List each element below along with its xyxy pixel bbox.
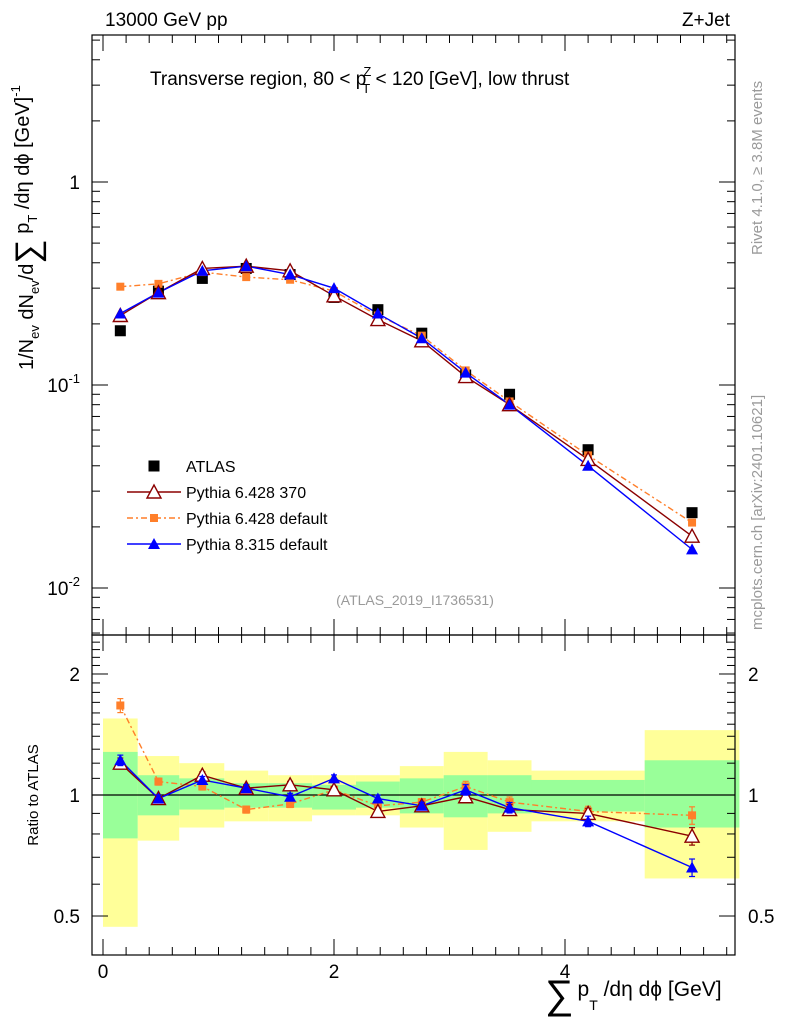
legend-marker — [148, 538, 160, 549]
ratio-ytick-label-left: 2 — [69, 665, 80, 686]
mcplots-label: mcplots.cern.ch [arXiv:2401.10621] — [749, 395, 766, 630]
region-title-prefix: Transverse region, 80 < p — [150, 69, 366, 90]
x-axis-label: ∑ pT /dη dϕ [GeV] — [545, 973, 722, 1017]
ratio-point — [152, 792, 165, 804]
main-series-layer — [112, 257, 701, 555]
ratio-ytick-label-left: 0.5 — [54, 907, 80, 928]
energy-label: 13000 GeV pp — [105, 10, 228, 31]
atlas-point — [114, 325, 126, 337]
series-point — [325, 287, 343, 303]
main-ytick-labels: 10-2 10-1 1 — [47, 173, 80, 600]
ratio-point — [196, 773, 209, 785]
rivet-label: Rivet 4.1.0, ≥ 3.8M events — [749, 81, 766, 255]
region-title: Transverse region, 80 < pZ T < 120 [GeV],… — [150, 64, 570, 96]
main-y-ticks — [92, 35, 735, 635]
series-point — [154, 279, 163, 288]
series-point — [582, 459, 595, 471]
ratio-point — [582, 815, 595, 827]
main-panel — [91, 34, 736, 636]
ratio-series-line — [119, 759, 693, 869]
series-point — [116, 282, 125, 291]
ratio-point — [457, 788, 474, 804]
series-point — [371, 307, 384, 319]
process-label: Z+Jet — [682, 10, 731, 31]
ratio-ytick-label-right: 1 — [748, 786, 759, 807]
legend-label: Pythia 6.428 370 — [186, 485, 306, 502]
series-point — [152, 286, 165, 298]
ratio-ylabel: Ratio to ATLAS — [25, 744, 42, 845]
ratio-ytick-label-right: 0.5 — [748, 907, 774, 928]
atlas-point — [196, 272, 208, 284]
ratio-point — [154, 777, 163, 786]
ratio-point — [198, 782, 207, 791]
ratio-bands — [92, 718, 740, 927]
ratio-point — [503, 801, 516, 813]
ratio-point — [240, 782, 253, 794]
series-point — [242, 273, 251, 282]
main-ylabel: 1/Nev dNev/d∑ pT /dη dϕ [GeV]-1 — [8, 85, 47, 370]
series-line — [119, 265, 693, 537]
atlas-point — [504, 388, 516, 400]
series-point — [196, 264, 209, 276]
ratio-panel — [91, 634, 740, 956]
ratio-point — [328, 772, 340, 784]
series-line — [119, 265, 693, 550]
ratio-point — [415, 799, 428, 811]
ratio-ytick-label-right: 2 — [748, 665, 759, 686]
legend: ATLAS Pythia 6.428 370 Pythia 6.428 defaul… — [127, 459, 328, 554]
analysis-id: (ATLAS_2019_I1736531) — [336, 592, 494, 608]
ratio-point — [116, 701, 125, 710]
legend-marker — [150, 514, 158, 522]
x-tick-label: 2 — [329, 962, 340, 983]
series-point — [286, 275, 295, 284]
ratio-point — [114, 754, 127, 766]
series-point — [459, 366, 472, 378]
series-point — [415, 332, 428, 344]
ratio-series-layer — [112, 698, 701, 878]
series-point — [686, 543, 699, 555]
ratio-point — [369, 802, 387, 819]
main-ytick-label: 10-2 — [47, 574, 80, 600]
atlas-point — [582, 444, 594, 456]
legend-label: ATLAS — [186, 459, 236, 476]
ratio-point — [284, 790, 297, 802]
series-point — [688, 518, 697, 527]
ratio-point — [242, 805, 251, 814]
ratio-point — [459, 783, 472, 795]
atlas-point — [686, 507, 698, 519]
series-point — [284, 268, 297, 280]
ratio-point — [371, 792, 384, 804]
series-point — [240, 260, 253, 272]
x-tick-label: 4 — [560, 962, 571, 983]
x-tick-labels: 0 2 4 — [98, 962, 571, 983]
series-line — [120, 271, 693, 524]
legend-marker — [145, 483, 163, 499]
region-title-suffix: < 120 [GeV], low thrust — [370, 69, 570, 90]
ratio-ytick-label-left: 1 — [69, 786, 80, 807]
region-title-sub: T — [362, 81, 370, 96]
main-ytick-label: 1 — [69, 173, 80, 194]
main-ytick-label: 10-1 — [47, 371, 80, 397]
series-point — [369, 311, 387, 327]
region-title-sup: Z — [363, 64, 371, 79]
ratio-point — [286, 799, 295, 808]
ratio-point — [683, 827, 701, 843]
legend-marker — [148, 460, 160, 472]
legend-label: Pythia 8.315 default — [186, 537, 328, 554]
ratio-frame — [91, 634, 736, 956]
ratio-point — [325, 781, 343, 797]
series-point — [683, 527, 701, 543]
ratio-point — [688, 811, 697, 820]
series-point — [503, 398, 516, 410]
series-point — [328, 282, 340, 294]
series-point — [114, 307, 127, 319]
x-tick-label: 0 — [98, 962, 109, 983]
ratio-ytick-labels: 0.5 0.5 1 1 2 2 — [54, 665, 775, 928]
ratio-point — [686, 861, 699, 873]
ratio-series-line — [119, 705, 693, 817]
legend-label: Pythia 6.428 default — [186, 511, 328, 528]
ratio-ticks — [92, 634, 735, 956]
